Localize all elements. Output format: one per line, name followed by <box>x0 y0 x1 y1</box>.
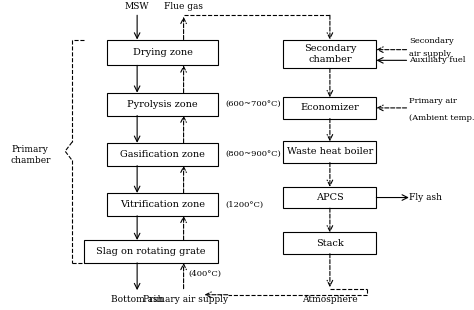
Text: Economizer: Economizer <box>301 104 359 113</box>
Text: MSW: MSW <box>125 2 149 11</box>
FancyBboxPatch shape <box>107 93 219 116</box>
Text: Waste heat boiler: Waste heat boiler <box>287 148 373 157</box>
Text: air supply: air supply <box>409 50 451 58</box>
Text: (1200°C): (1200°C) <box>226 200 264 208</box>
Text: Pyrolysis zone: Pyrolysis zone <box>128 100 198 108</box>
Text: Drying zone: Drying zone <box>133 48 192 57</box>
Text: (800~900°C): (800~900°C) <box>226 150 281 158</box>
Text: Primary
chamber: Primary chamber <box>10 145 51 165</box>
Text: Vitrification zone: Vitrification zone <box>120 200 205 209</box>
FancyBboxPatch shape <box>107 40 219 65</box>
Text: Flue gas: Flue gas <box>164 2 203 11</box>
FancyBboxPatch shape <box>283 141 376 163</box>
FancyBboxPatch shape <box>84 240 219 263</box>
FancyBboxPatch shape <box>107 193 219 216</box>
Text: Primary air: Primary air <box>409 97 457 105</box>
Text: Auxiliary fuel: Auxiliary fuel <box>409 56 465 64</box>
Text: Slag on rotating grate: Slag on rotating grate <box>96 247 206 256</box>
Text: Stack: Stack <box>316 239 344 248</box>
Text: Primary air supply: Primary air supply <box>143 295 228 304</box>
FancyBboxPatch shape <box>283 40 376 69</box>
Text: Atmosphere: Atmosphere <box>302 295 358 304</box>
Text: Fly ash: Fly ash <box>409 193 442 202</box>
Text: APCS: APCS <box>316 193 344 202</box>
Text: Secondary
chamber: Secondary chamber <box>304 44 356 64</box>
FancyBboxPatch shape <box>107 143 219 166</box>
Text: Bottom ash: Bottom ash <box>111 295 164 304</box>
FancyBboxPatch shape <box>283 97 376 118</box>
FancyBboxPatch shape <box>283 187 376 208</box>
FancyBboxPatch shape <box>283 232 376 254</box>
Text: (600~700°C): (600~700°C) <box>226 100 281 108</box>
Text: (Ambient temp.): (Ambient temp.) <box>409 114 474 122</box>
Text: (400°C): (400°C) <box>188 269 221 277</box>
Text: Secondary: Secondary <box>409 37 454 45</box>
Text: Gasification zone: Gasification zone <box>120 150 205 159</box>
